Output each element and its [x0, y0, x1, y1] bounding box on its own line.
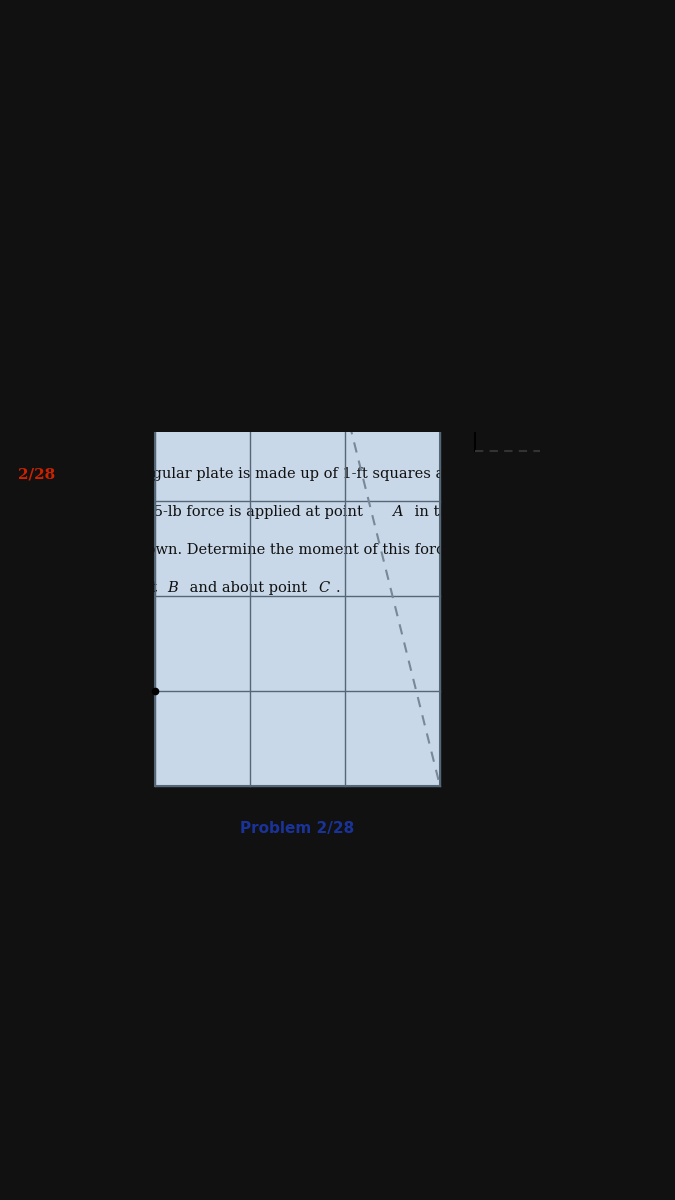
Text: B: B: [167, 581, 178, 595]
Text: 2/28: 2/28: [18, 467, 55, 481]
Text: about point: about point: [72, 581, 162, 595]
Text: 75 lb: 75 lb: [294, 313, 331, 326]
Text: y: y: [480, 373, 488, 386]
Text: in the di-: in the di-: [410, 505, 481, 518]
Text: C: C: [132, 684, 143, 698]
Text: 1 ft: 1 ft: [255, 372, 279, 386]
Text: 2/3: 2/3: [634, 440, 658, 454]
Text: B: B: [435, 380, 446, 394]
Text: rection shown. Determine the moment of this force: rection shown. Determine the moment of t…: [72, 542, 453, 557]
Text: Problem 2/28: Problem 2/28: [240, 821, 354, 836]
Text: .: .: [336, 581, 341, 595]
Text: shown. A 75-lb force is applied at point: shown. A 75-lb force is applied at point: [72, 505, 367, 518]
Text: A: A: [350, 380, 361, 394]
Text: and about point: and about point: [185, 581, 312, 595]
Bar: [155, 406, 440, 786]
Text: x: x: [544, 444, 552, 458]
Text: The rectangular plate is made up of 1-ft squares as: The rectangular plate is made up of 1-ft…: [72, 467, 452, 481]
Text: A: A: [392, 505, 402, 518]
Text: C: C: [318, 581, 329, 595]
Text: 1 ft: 1 ft: [100, 451, 124, 466]
